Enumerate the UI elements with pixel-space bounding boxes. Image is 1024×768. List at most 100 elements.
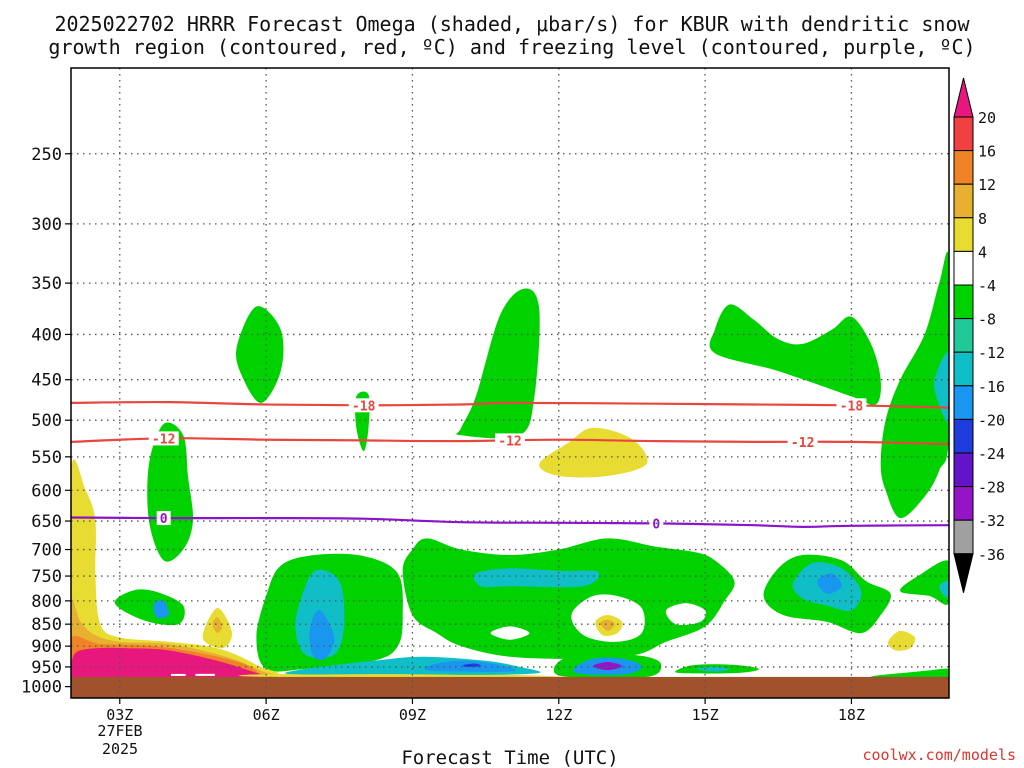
contour-label-bg-2-1 [649,516,664,531]
contour-label-2-0: 0 [160,512,168,527]
omega-region-12 [309,610,335,661]
omega-region-38 [592,662,623,671]
omega-region-0 [235,306,284,403]
omega-region-35 [462,663,482,667]
omega-region-24 [939,580,949,598]
contour-label-bg-1-1 [495,433,525,448]
x-tick-label-09Z: 09Z [399,706,426,724]
omega-region-25 [887,630,916,651]
colorbar-label-13: -36 [978,546,1005,564]
omega-region-31 [71,647,280,678]
y-tick-label-250: 250 [31,145,62,165]
colorbar-label-5: -4 [978,277,996,295]
pressure-axis: 2503003504004505005506006507007508008509… [21,145,71,698]
contour-label-bg-1-2 [787,434,818,449]
colorbar-label-6: -8 [978,311,996,329]
contour-purple-0 [71,516,949,529]
y-tick-label-300: 300 [31,215,62,235]
colorbar-segment-6 [953,284,974,320]
date-label-day: 27FEB [97,722,142,740]
contour-labels: -18 -18 -12 -12 -12 0 0 [148,398,867,532]
contour-label-bg-1-0 [148,431,179,446]
colorbar-label-12: -32 [978,512,1005,530]
credit-link[interactable]: coolwx.com/models [862,746,1016,764]
x-tick-label-03Z: 03Z [106,706,133,724]
omega-region-8 [934,352,949,423]
y-tick-label-450: 450 [31,371,62,391]
omega-region-32 [238,673,572,678]
y-tick-label-350: 350 [31,274,62,294]
contour-label-0-0: -18 [352,399,376,414]
y-tick-label-850: 850 [31,615,62,635]
y-tick-label-700: 700 [31,541,62,561]
colorbar-label-4: 4 [978,243,987,261]
omega-region-9 [539,427,648,478]
colorbar-top-arrow [953,77,974,118]
colorbar-segment-1 [953,116,974,152]
omega-region-27 [212,617,223,634]
omega-region-6 [709,304,881,406]
x-tick-label-18Z: 18Z [838,706,865,724]
y-tick-label-900: 900 [31,637,62,657]
omega-region-16 [665,603,707,625]
colorbar-label-7: -12 [978,344,1005,362]
omega-region-2 [456,288,540,439]
colorbar-label-11: -28 [978,479,1005,497]
omega-region-22 [817,573,842,594]
omega-region-4 [114,589,185,626]
colorbar-label-3: 8 [978,210,987,228]
time-axis: 03Z 06Z 09Z 12Z 15Z 18Z [106,698,865,724]
omega-region-41 [870,668,949,678]
x-tick-label-06Z: 06Z [253,706,280,724]
omega-region-5 [153,600,169,619]
colorbar-label-1: 16 [978,143,996,161]
contour-label-1-0: -12 [152,432,175,447]
colorbar-segment-3 [953,183,974,219]
omega-region-19 [600,619,615,631]
colorbar-segment-7 [953,318,974,353]
y-tick-label-600: 600 [31,481,62,501]
y-tick-label-400: 400 [31,325,62,345]
omega-region-14 [473,568,600,588]
colorbar-segment-11 [953,452,974,488]
contour-label-bg-0-1 [836,398,867,413]
omega-shading [71,251,949,693]
colorbar-segment-12 [953,486,974,521]
colorbar-label-8: -16 [978,378,1005,396]
omega-region-3 [147,422,194,562]
omega-region-40 [695,666,730,672]
x-axis-title: Forecast Time (UTC) [401,747,618,768]
date-label-year: 2025 [102,740,138,758]
y-tick-label-650: 650 [31,512,62,532]
y-tick-label-800: 800 [31,592,62,612]
x-tick-label-12Z: 12Z [545,706,572,724]
y-tick-label-1000: 1000 [21,678,62,698]
chart-title-line-2: growth region (contoured, red, ºC) and f… [48,35,975,59]
colorbar-label-10: -24 [978,445,1005,463]
y-tick-label-750: 750 [31,567,62,587]
omega-region-13 [402,538,735,659]
contour-label-1-2: -12 [791,436,814,451]
colorbar-segment-8 [953,351,974,387]
contour-label-0-1: -18 [840,399,864,414]
y-tick-label-500: 500 [31,411,62,431]
y-tick-label-950: 950 [31,658,62,678]
colorbar-label-2: 12 [978,176,996,194]
colorbar-segment-2 [953,150,974,185]
colorbar-segment-4 [953,217,974,252]
colorbar-segment-13 [953,519,974,555]
colorbar-bottom-arrow [953,553,974,593]
omega-region-7 [880,251,949,519]
contour-label-2-1: 0 [652,517,660,532]
contour-label-1-1: -12 [498,434,521,449]
colorbar-label-9: -20 [978,411,1005,429]
colorbar-segment-5 [953,250,974,286]
contour-label-bg-2-0 [156,511,171,526]
y-tick-label-550: 550 [31,448,62,468]
colorbar-segment-9 [953,385,974,420]
plot-frame [70,67,950,699]
x-tick-label-15Z: 15Z [692,706,719,724]
chart-title-line-1: 2025022702 HRRR Forecast Omega (shaded, … [54,12,970,36]
contour-red--18 [71,400,949,409]
